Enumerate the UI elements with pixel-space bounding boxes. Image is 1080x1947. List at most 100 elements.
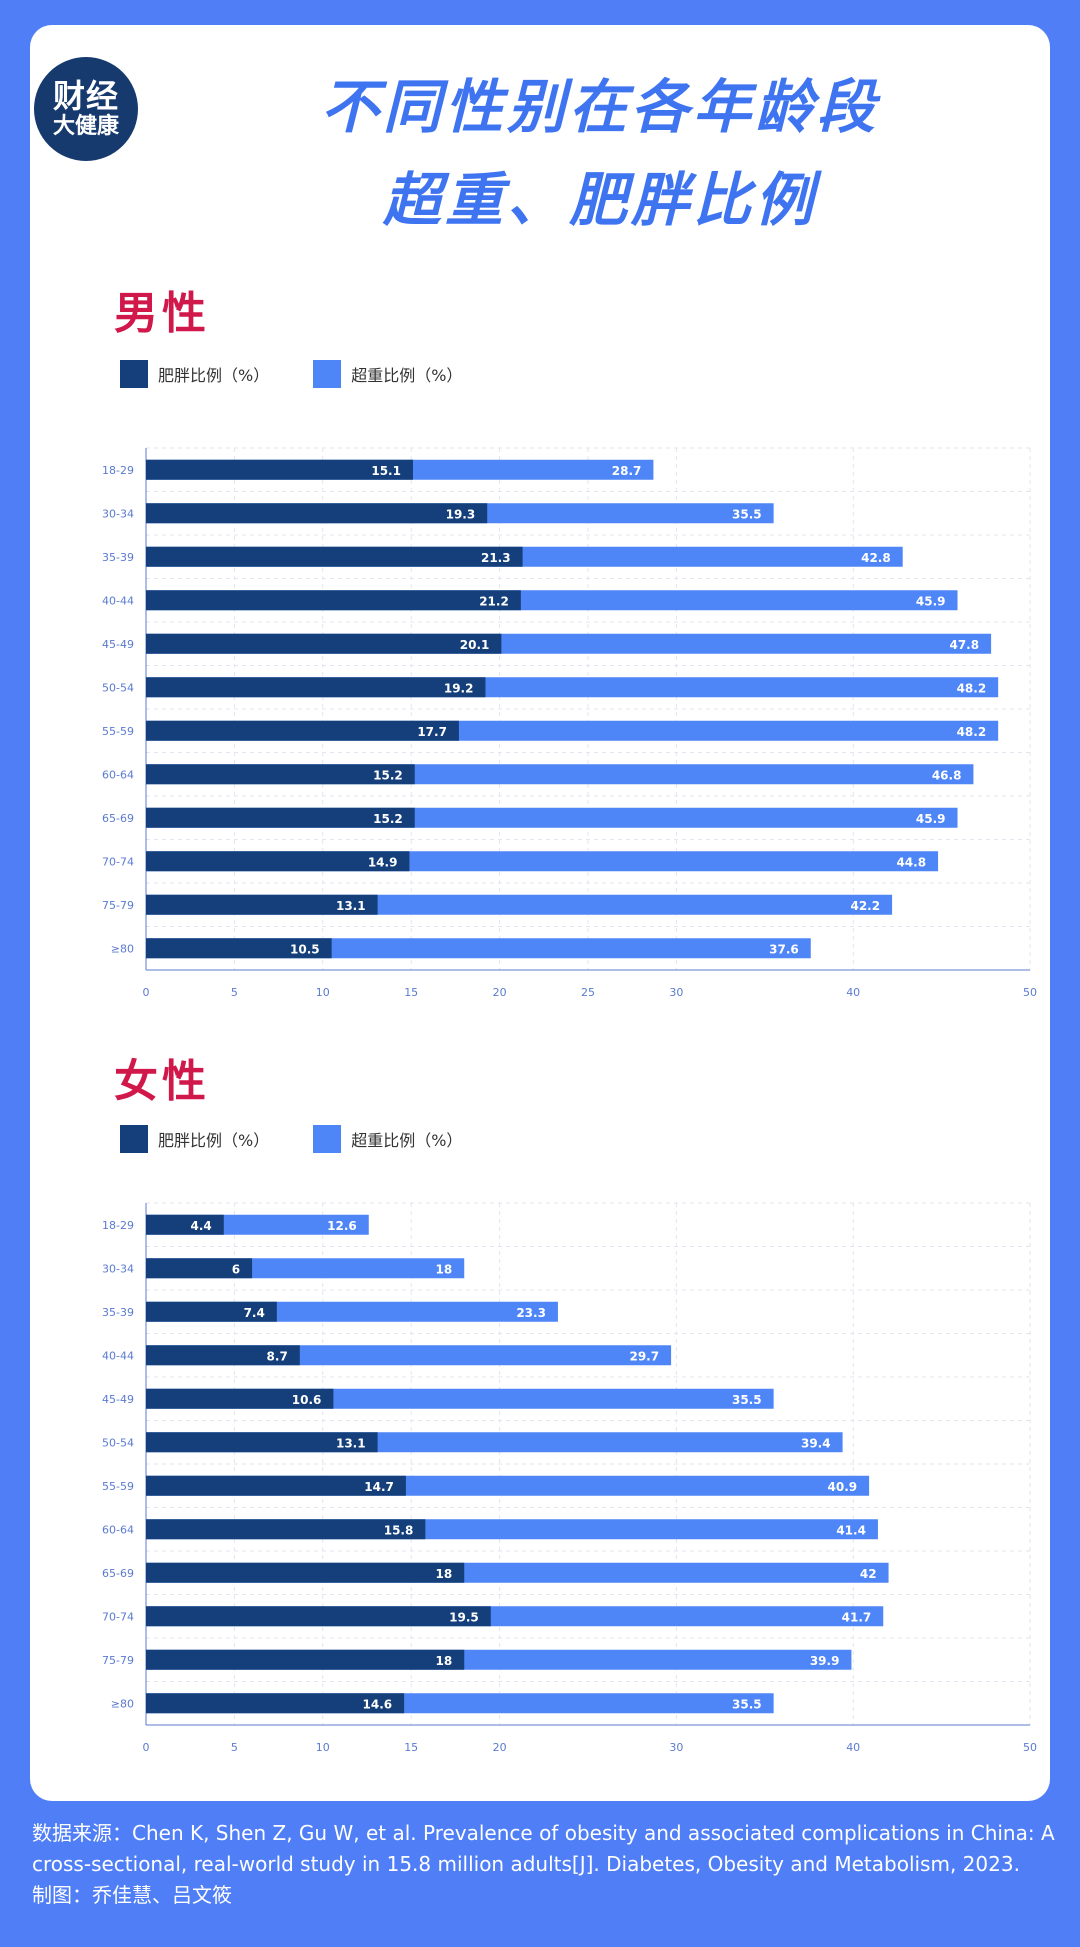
y-tick-label: 35-39 [102, 1306, 134, 1319]
overweight-value-label: 41.7 [842, 1610, 872, 1624]
logo-line2: 大健康 [52, 113, 119, 139]
overweight-value-label: 48.2 [957, 681, 987, 695]
obese-bar [146, 1562, 465, 1583]
female-chart: 0 5 10 15 20 30 40 50 18-29 4.4 12.6 30-34 6 18 35-39 7… [60, 1193, 1050, 1773]
legend-female: 肥胖比例（%） 超重比例（%） [120, 1125, 506, 1153]
overweight-value-label: 23.3 [516, 1306, 546, 1320]
obese-value-label: 14.6 [363, 1697, 393, 1711]
overweight-value-label: 12.6 [327, 1219, 357, 1233]
legend-swatch-overweight [313, 1125, 342, 1153]
y-tick-label: 40-44 [102, 594, 134, 607]
x-tick-label: 25 [581, 986, 595, 999]
obese-value-label: 15.2 [373, 812, 403, 826]
x-tick-label: 30 [669, 1741, 683, 1754]
overweight-value-label: 40.9 [828, 1480, 858, 1494]
obese-bar [146, 1388, 334, 1409]
x-tick-label: 5 [231, 986, 238, 999]
obese-value-label: 4.4 [191, 1219, 212, 1233]
y-tick-label: 60-64 [102, 768, 134, 781]
obese-bar [146, 1301, 277, 1322]
source-line1: 数据来源：Chen K, Shen Z, Gu W, et al. Preval… [32, 1821, 1055, 1845]
footer: 数据来源：Chen K, Shen Z, Gu W, et al. Preval… [32, 1818, 1055, 1911]
overweight-value-label: 42 [860, 1567, 877, 1581]
y-tick-label: ≥80 [111, 942, 134, 955]
legend-item-overweight: 超重比例（%） [313, 1125, 462, 1153]
obese-bar [146, 1432, 378, 1453]
y-tick-label: 40-44 [102, 1349, 134, 1362]
y-tick-label: 30-34 [102, 507, 134, 520]
x-tick-label: 10 [316, 986, 330, 999]
overweight-value-label: 39.9 [810, 1654, 840, 1668]
obese-bar [146, 1693, 405, 1714]
obese-value-label: 7.4 [244, 1306, 265, 1320]
y-tick-label: 70-74 [102, 855, 134, 868]
overweight-value-label: 44.8 [896, 855, 926, 869]
y-tick-label: 55-59 [102, 1480, 134, 1493]
x-tick-label: 5 [231, 1741, 238, 1754]
x-tick-label: 30 [669, 986, 683, 999]
obese-bar [146, 851, 410, 872]
section-title-male: 男性 [114, 288, 210, 339]
y-tick-label: 65-69 [102, 1567, 134, 1580]
y-tick-label: 30-34 [102, 1262, 134, 1275]
source-line2: cross-sectional, real-world study in 15.… [32, 1852, 1020, 1876]
obese-bar [146, 590, 521, 611]
overweight-value-label: 41.4 [836, 1523, 866, 1537]
overweight-value-label: 39.4 [801, 1436, 831, 1450]
legend-label-obese: 肥胖比例（%） [158, 1131, 270, 1150]
legend-swatch-overweight [313, 360, 342, 388]
obese-bar [146, 1214, 224, 1235]
obese-value-label: 6 [232, 1262, 240, 1276]
logo-line1: 财经 [52, 77, 119, 116]
obese-bar [146, 459, 413, 480]
obese-value-label: 21.3 [481, 551, 511, 565]
brand-logo: 财经 大健康 [34, 57, 138, 161]
obese-value-label: 19.2 [444, 681, 474, 695]
overweight-value-label: 35.5 [732, 1393, 762, 1407]
obese-bar [146, 894, 378, 915]
x-tick-label: 20 [493, 1741, 507, 1754]
y-tick-label: 45-49 [102, 638, 134, 651]
page-title-line1: 不同性别在各年龄段 [320, 73, 879, 141]
y-tick-label: 35-39 [102, 551, 134, 564]
obese-value-label: 15.8 [384, 1523, 414, 1537]
obese-value-label: 8.7 [267, 1349, 288, 1363]
y-tick-label: 65-69 [102, 812, 134, 825]
overweight-value-label: 45.9 [916, 594, 946, 608]
y-tick-label: 18-29 [102, 464, 134, 477]
overweight-value-label: 29.7 [629, 1349, 659, 1363]
x-tick-label: 15 [404, 986, 418, 999]
obese-bar [146, 1475, 406, 1496]
overweight-value-label: 37.6 [769, 942, 799, 956]
y-tick-label: 50-54 [102, 1436, 134, 1449]
obese-value-label: 19.3 [446, 507, 476, 521]
x-tick-label: 0 [143, 1741, 150, 1754]
obese-value-label: 10.5 [290, 942, 320, 956]
overweight-value-label: 28.7 [612, 464, 642, 478]
overweight-value-label: 35.5 [732, 507, 762, 521]
overweight-value-label: 35.5 [732, 1697, 762, 1711]
x-tick-label: 20 [493, 986, 507, 999]
female-chart-svg: 0 5 10 15 20 30 40 50 18-29 4.4 12.6 30-34 6 18 35-39 7… [102, 1202, 1037, 1754]
y-tick-label: 75-79 [102, 1654, 134, 1667]
obese-value-label: 10.6 [292, 1393, 322, 1407]
overweight-value-label: 18 [436, 1262, 453, 1276]
obese-value-label: 14.9 [368, 855, 398, 869]
male-chart-svg: 0 5 10 15 20 25 30 40 50 18-29 15.1 28.7 30-34 19.3 35… [102, 447, 1037, 999]
x-tick-label: 10 [316, 1741, 330, 1754]
y-tick-label: ≥80 [111, 1697, 134, 1710]
overweight-value-label: 48.2 [957, 725, 987, 739]
legend-swatch-obese [120, 1125, 148, 1153]
legend-item-obese: 肥胖比例（%） [120, 1125, 269, 1153]
x-tick-label: 50 [1023, 1741, 1037, 1754]
obese-bar [146, 503, 488, 524]
obese-bar [146, 546, 523, 567]
y-tick-label: 50-54 [102, 681, 134, 694]
obese-bar [146, 1606, 491, 1627]
obese-value-label: 15.1 [371, 464, 401, 478]
obese-bar [146, 720, 459, 741]
legend-swatch-obese [120, 360, 148, 388]
obese-bar [146, 938, 332, 959]
obese-value-label: 15.2 [373, 768, 403, 782]
obese-bar [146, 1519, 426, 1540]
